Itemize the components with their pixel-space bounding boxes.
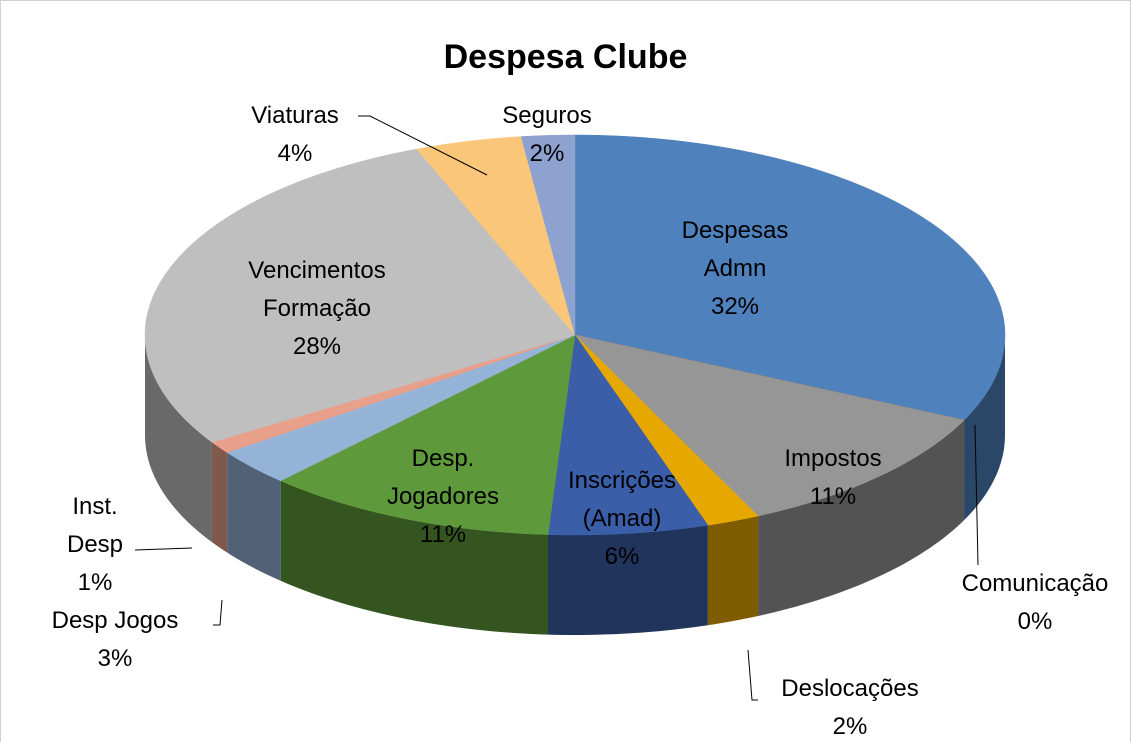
label-name: Despesas Admn bbox=[681, 217, 789, 282]
slice-side bbox=[758, 420, 965, 616]
label-value: 6% bbox=[604, 543, 640, 570]
label-name: Comunicação bbox=[961, 570, 1109, 597]
data-label: Inscrições (Amad) 6% bbox=[547, 462, 697, 576]
label-value: 3% bbox=[97, 645, 133, 672]
data-label: Desp. Jogadores 11% bbox=[368, 440, 518, 554]
label-name: Deslocações bbox=[781, 675, 919, 702]
data-label: Comunicação 0% bbox=[935, 565, 1131, 641]
slice-side bbox=[280, 480, 549, 635]
data-label: Inst. Desp 1% bbox=[55, 488, 135, 602]
slice-side bbox=[707, 515, 759, 626]
leader-line bbox=[134, 547, 193, 551]
label-name: Viaturas bbox=[251, 102, 339, 129]
slice-side bbox=[548, 525, 708, 635]
slice bbox=[574, 334, 965, 517]
data-label: Seguros 2% bbox=[477, 97, 617, 173]
label-name: Inst. Desp bbox=[66, 493, 124, 558]
leader-line bbox=[747, 649, 758, 701]
slice bbox=[574, 334, 759, 526]
chart-title: Despesa Clube bbox=[443, 38, 688, 76]
label-value: 11% bbox=[419, 521, 467, 548]
label-name: Impostos bbox=[784, 445, 882, 472]
data-label: Deslocações 2% bbox=[750, 670, 950, 742]
label-value: 2% bbox=[529, 140, 565, 167]
slice bbox=[280, 334, 576, 535]
label-value: 2% bbox=[832, 713, 868, 740]
label-value: 0% bbox=[1017, 608, 1053, 635]
leader-line bbox=[213, 599, 223, 626]
leader-line bbox=[358, 115, 488, 176]
label-name: Desp Jogos bbox=[51, 607, 179, 634]
label-value: 11% bbox=[809, 483, 857, 510]
data-label: Vencimentos Formação 28% bbox=[222, 252, 412, 366]
label-value: 1% bbox=[77, 569, 113, 596]
slice bbox=[574, 134, 1006, 421]
data-label: Desp Jogos 3% bbox=[15, 602, 215, 678]
label-name: Inscrições (Amad) bbox=[567, 467, 677, 532]
slice-side bbox=[964, 335, 1005, 521]
slice bbox=[547, 334, 709, 536]
label-name: Desp. Jogadores bbox=[386, 445, 500, 510]
data-label: Despesas Admn 32% bbox=[650, 212, 820, 326]
slice-side bbox=[211, 442, 228, 553]
slice bbox=[144, 148, 576, 443]
data-label: Impostos 11% bbox=[758, 440, 908, 516]
data-label: Viaturas 4% bbox=[225, 97, 365, 173]
slice bbox=[520, 134, 576, 336]
slice-side bbox=[145, 335, 212, 543]
slice-side bbox=[227, 452, 281, 581]
slice bbox=[416, 136, 576, 336]
label-name: Seguros bbox=[502, 102, 592, 129]
leader-line bbox=[974, 424, 979, 566]
label-value: 4% bbox=[277, 140, 313, 167]
label-value: 32% bbox=[710, 293, 760, 320]
label-name: Vencimentos Formação bbox=[248, 257, 386, 322]
label-value: 28% bbox=[292, 333, 342, 360]
slice bbox=[226, 334, 576, 482]
